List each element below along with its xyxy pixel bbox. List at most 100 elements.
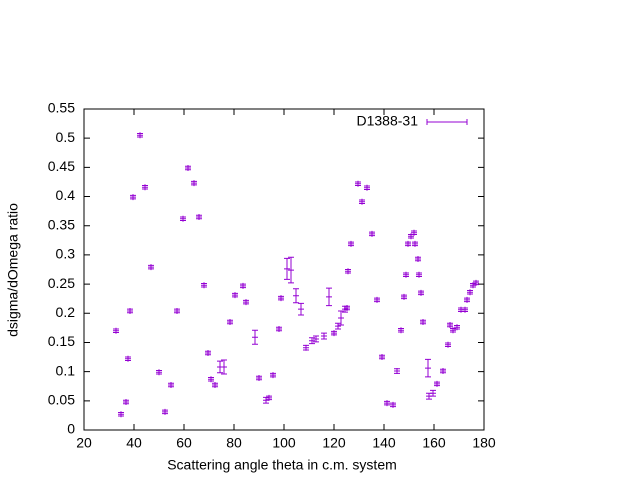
data-point [123, 398, 129, 405]
data-point [344, 305, 350, 312]
data-point [205, 349, 211, 356]
data-point [384, 400, 390, 407]
data-point [420, 319, 426, 326]
data-point [450, 327, 456, 334]
data-point [293, 288, 299, 304]
x-axis-label: Scattering angle theta in c.m. system [167, 457, 397, 473]
data-point [148, 264, 154, 271]
data-point [403, 271, 409, 278]
data-point [196, 213, 202, 220]
data-point [278, 295, 284, 302]
data-point [411, 229, 417, 236]
data-point [227, 319, 233, 326]
data-point [168, 382, 174, 389]
data-point [359, 198, 365, 205]
data-point [156, 369, 162, 376]
y-tick-label: 0.25 [48, 275, 75, 291]
y-tick-label: 0.3 [56, 246, 76, 262]
data-point [345, 268, 351, 275]
y-tick-label: 0.1 [56, 362, 76, 378]
data-point [174, 307, 180, 314]
data-point [185, 164, 191, 171]
data-point [142, 184, 148, 191]
data-point [309, 337, 315, 345]
y-tick-label: 0 [67, 421, 75, 437]
data-point [458, 306, 464, 313]
y-axis-label: dsigma/dOmega ratio [5, 203, 21, 337]
data-point [217, 360, 223, 374]
data-point [462, 306, 468, 313]
plot-border [83, 108, 485, 431]
data-point [405, 240, 411, 247]
data-point [201, 282, 207, 289]
x-tick-label: 180 [472, 435, 496, 451]
data-point [313, 335, 319, 343]
data-point [364, 184, 370, 191]
data-point [470, 282, 476, 289]
data-point [162, 408, 168, 415]
data-point [298, 302, 304, 316]
data-point [208, 376, 214, 383]
data-point [240, 282, 246, 289]
data-point [288, 256, 294, 284]
data-point [434, 380, 440, 387]
y-tick-label: 0.4 [56, 187, 76, 203]
data-point [303, 344, 309, 351]
data-point [130, 194, 136, 201]
data-point [263, 396, 269, 404]
data-point [464, 296, 470, 303]
y-tick-label: 0.2 [56, 304, 76, 320]
data-point [221, 359, 227, 375]
data-point [440, 368, 446, 375]
data-point [415, 255, 421, 262]
data-point [418, 289, 424, 296]
data-point [390, 401, 396, 408]
data-point [473, 279, 479, 286]
x-tick-label: 160 [422, 435, 446, 451]
data-point [374, 296, 380, 303]
data-point [342, 305, 348, 313]
data-point [447, 321, 453, 328]
data-point [379, 354, 385, 361]
legend-marker [426, 119, 468, 125]
y-tick-label: 0.15 [48, 333, 75, 349]
data-point [408, 233, 414, 240]
data-point [113, 327, 119, 334]
data-point [284, 257, 290, 280]
data-point [348, 240, 354, 247]
x-tick-label: 40 [126, 435, 142, 451]
legend-label: D1388-31 [357, 113, 419, 129]
data-point [256, 375, 262, 382]
data-point [180, 215, 186, 222]
data-point [232, 292, 238, 299]
x-tick-label: 20 [76, 435, 92, 451]
x-tick-label: 120 [322, 435, 346, 451]
data-point [454, 324, 460, 331]
data-point [445, 341, 451, 348]
data-point [338, 310, 344, 326]
data-point [331, 330, 337, 337]
data-point [335, 322, 341, 330]
data-point [212, 382, 218, 389]
data-point [252, 329, 258, 345]
data-point [426, 392, 432, 400]
data-point [369, 230, 375, 237]
x-tick-label: 60 [176, 435, 192, 451]
y-tick-label: 0.35 [48, 216, 75, 232]
data-point [191, 180, 197, 187]
data-point [270, 372, 276, 379]
data-point [412, 240, 418, 247]
data-point [321, 332, 327, 340]
data-point [416, 271, 422, 278]
data-point [266, 394, 272, 401]
y-tick-label: 0.55 [48, 100, 75, 116]
data-point [430, 389, 436, 397]
data-point [394, 368, 400, 375]
data-point [243, 299, 249, 306]
data-point [398, 327, 404, 334]
x-tick-label: 80 [226, 435, 242, 451]
data-point [355, 180, 361, 187]
data-point [137, 132, 143, 139]
data-point [326, 287, 332, 307]
